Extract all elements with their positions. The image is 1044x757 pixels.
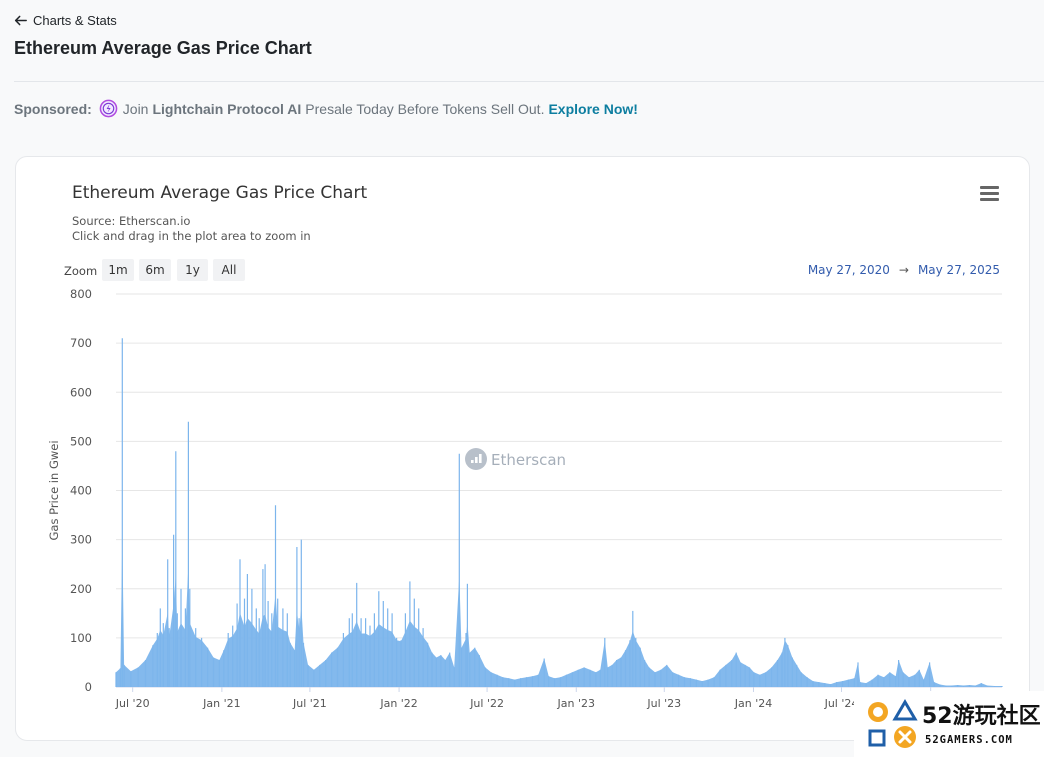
y-tick-label-800: 800 <box>70 287 92 301</box>
explore-now-link[interactable]: Explore Now! <box>548 100 638 117</box>
x-tick-label-8: Jul '24 <box>824 697 859 710</box>
gas-price-chart[interactable]: 0 100 200 300 400 500 600 700 800 Gas Price in Gw… <box>16 157 1029 740</box>
y-tick-label-600: 600 <box>70 385 92 399</box>
x-tick-label-4: Jul '22 <box>469 697 504 710</box>
x-tick-label-5: Jan '23 <box>557 697 595 710</box>
arrow-left-icon <box>14 15 27 26</box>
site-watermark: 52游玩社区 52GAMERS.COM <box>854 691 1044 757</box>
back-to-charts-link[interactable]: Charts & Stats <box>14 13 117 28</box>
etherscan-logo-bar-0 <box>471 460 474 463</box>
x-tick-label-3: Jan '22 <box>379 697 417 710</box>
date-range: May 27, 2020 → May 27, 2025 <box>808 263 1000 277</box>
zoom-label: Zoom <box>64 264 98 278</box>
watermark-url: 52GAMERS.COM <box>925 734 1013 746</box>
back-link-label: Charts & Stats <box>33 13 117 28</box>
x-tick-label-1: Jan '21 <box>202 697 240 710</box>
sponsored-label: Sponsored: <box>14 100 92 117</box>
sponsor-brand: Lightchain Protocol AI <box>152 100 302 117</box>
etherscan-watermark: Etherscan <box>465 448 566 470</box>
watermark-title: 52游玩社区 <box>922 704 1041 729</box>
x-tick-label-0: Jul '20 <box>115 697 150 710</box>
range-to[interactable]: May 27, 2025 <box>917 263 1000 277</box>
zoom-all-button[interactable]: All <box>213 259 245 281</box>
y-tick-label-0: 0 <box>85 680 92 694</box>
sponsored-banner: Sponsored: Join Lightchain Protocol AI P… <box>14 99 638 118</box>
lightchain-logo-icon <box>99 99 118 118</box>
sponsor-post-text: Presale Today Before Tokens Sell Out. <box>305 100 545 117</box>
sponsor-pre-text: Join <box>122 100 149 117</box>
chart-zoom-hint: Click and drag in the plot area to zoom … <box>72 229 311 243</box>
zoom-6m-button[interactable]: 6m <box>139 259 171 281</box>
x-tick-label-2: Jul '21 <box>292 697 327 710</box>
zoom-1m-button[interactable]: 1m <box>102 259 134 281</box>
y-tick-label-700: 700 <box>70 336 92 350</box>
series-area-base <box>116 535 1002 687</box>
y-tick-label-500: 500 <box>70 434 92 448</box>
y-axis-label: Gas Price in Gwei <box>47 440 61 540</box>
x-tick-label-6: Jul '23 <box>646 697 681 710</box>
header-divider <box>14 81 1044 82</box>
chart-card: 0 100 200 300 400 500 600 700 800 Gas Price in Gw… <box>15 156 1030 741</box>
y-tick-label-400: 400 <box>70 484 92 498</box>
page-title: Ethereum Average Gas Price Chart <box>14 38 312 58</box>
gamepad-shapes-icon <box>868 699 918 748</box>
x-tick-label-7: Jan '24 <box>734 697 772 710</box>
chart-source: Source: Etherscan.io <box>72 214 191 228</box>
y-tick-label-200: 200 <box>70 582 92 596</box>
chart-context-menu-icon[interactable] <box>980 186 999 203</box>
etherscan-logo-bar-1 <box>475 457 478 463</box>
y-tick-label-100: 100 <box>70 631 92 645</box>
y-tick-label-300: 300 <box>70 533 92 547</box>
etherscan-watermark-text: Etherscan <box>491 451 566 469</box>
range-arrow: → <box>898 263 909 277</box>
chart-title: Ethereum Average Gas Price Chart <box>72 183 368 203</box>
zoom-1y-button[interactable]: 1y <box>177 259 208 281</box>
etherscan-logo-bar-2 <box>479 454 482 463</box>
range-from[interactable]: May 27, 2020 <box>807 263 890 277</box>
